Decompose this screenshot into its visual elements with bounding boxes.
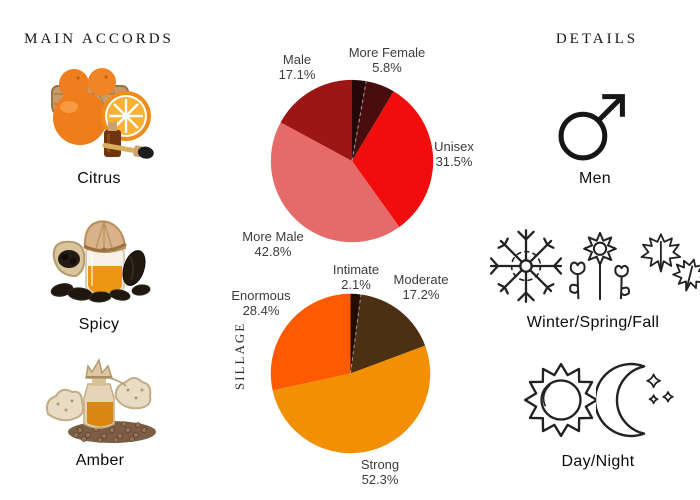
slice-pct: 5.8% [372,60,402,76]
oil-bottle-neck [108,122,117,131]
accord-label-spicy: Spicy [78,316,120,333]
dropper [102,142,154,159]
flower-icon [569,231,630,300]
detail-label-men: Men [578,170,612,187]
tonka-beans [50,283,151,303]
amber-illustration [46,357,156,443]
maple-leaves-icon [640,233,700,292]
slice-name: Enormous [231,288,291,303]
pie-label-strong: Strong 52.3% [361,457,399,488]
dashed-slice-divider [349,294,362,374]
pie-slice-male [280,79,352,161]
gender-detail-icons [551,84,635,168]
main-accords-title: MAIN ACCORDS [24,31,174,47]
seasons-detail-icons [488,228,700,304]
orange-highlight [60,101,78,113]
accord-label-citrus: Citrus [77,170,121,187]
pie-label-more-male: More Male 42.8% [242,229,303,260]
sparkle-icon [648,394,659,405]
pie-label-moderate: Moderate 17.2% [394,272,449,303]
detail-label-daynight: Day/Night [561,453,635,470]
slice-pct: 42.8% [254,244,292,260]
pie-slice-strong [272,345,431,454]
orange-dimple [104,75,108,79]
slice-name: Moderate [393,272,449,287]
pie-label-enormous: Enormous 28.4% [231,288,290,319]
daynight-detail-icons [522,360,676,440]
orange [88,68,116,96]
slice-pct: 31.5% [435,154,473,170]
slice-pct: 17.2% [402,287,440,303]
mars-icon [558,94,625,161]
moon-icon [596,362,674,438]
pie-slice-more-male [270,122,400,243]
slice-name: More Female [348,45,426,60]
bean [61,253,69,261]
sillage-axis-label: SILLAGE [232,321,247,390]
granules [73,421,148,443]
slice-pct: 17.1% [278,67,316,83]
pie-slice-more-female [352,81,394,161]
details-title: DETAILS [555,31,639,47]
orange-core [123,113,129,119]
rock-speckles [56,388,144,412]
gender-pie-chart [270,79,434,243]
sparkle-icon [646,373,661,389]
cap-string-tail [109,377,127,387]
orange-dimple [76,76,80,80]
cloth-pleats [95,221,113,250]
jar-liquid [88,266,122,292]
paper-cap [85,357,114,379]
resin-rock [46,388,85,422]
bottle-liquid [87,402,113,427]
slice-pct: 52.3% [361,472,399,488]
slice-pct: 28.4% [242,303,280,319]
pie-slice-moderate [350,294,426,374]
detail-label-seasons: Winter/Spring/Fall [526,314,660,331]
twine-knot [101,247,107,253]
slice-name: Male [282,52,312,67]
pie-label-intimate: Intimate 2.1% [333,262,379,293]
sun-icon [523,362,599,438]
dashed-slice-divider [351,80,367,162]
pie-slice-enormous [270,293,351,391]
pie-slice-unisex [352,91,434,227]
slice-pct: 2.1% [341,277,371,293]
pie-label-unisex: Unisex 31.5% [434,139,474,170]
orange-front [53,91,107,145]
sack-opening [58,250,80,268]
slice-name: Strong [360,457,400,472]
cloth-top [83,220,127,253]
bottle-neck [92,376,106,386]
slice-name: Intimate [332,262,380,277]
sparkle-icon [662,391,674,403]
pie-label-more-female: More Female 5.8% [349,45,426,76]
bean-wrinkle [129,255,134,281]
accord-label-amber: Amber [75,452,125,469]
resin-rock [114,377,152,410]
oil-bottle-shine [107,134,110,152]
citrus-illustration [51,68,154,159]
pie-label-male: Male 17.1% [279,52,316,83]
sillage-pie-chart [270,293,431,454]
slice-name: More Male [242,229,304,244]
snowflake-icon [489,229,563,303]
slice-name: Unisex [434,139,474,154]
bean [69,257,77,265]
spicy-illustration [50,220,151,303]
